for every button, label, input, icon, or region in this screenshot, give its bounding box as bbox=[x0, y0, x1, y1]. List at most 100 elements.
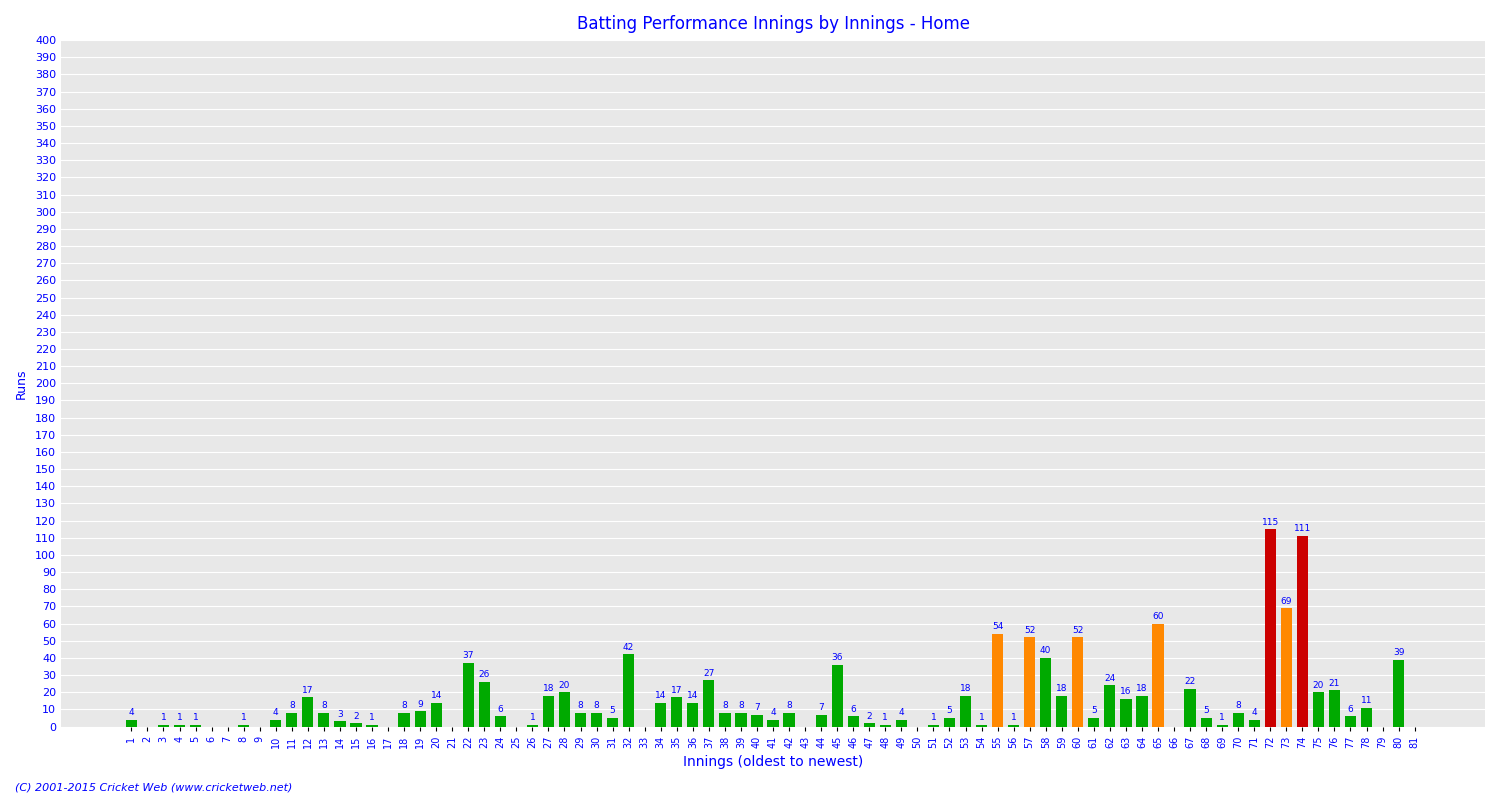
Text: 18: 18 bbox=[1136, 684, 1148, 693]
Bar bbox=[783, 713, 795, 726]
Text: 8: 8 bbox=[1236, 702, 1240, 710]
Text: 9: 9 bbox=[417, 699, 423, 709]
Text: 6: 6 bbox=[498, 705, 502, 714]
Text: 14: 14 bbox=[430, 691, 442, 700]
Bar bbox=[1346, 716, 1356, 726]
Bar bbox=[543, 696, 554, 726]
Text: 4: 4 bbox=[770, 708, 776, 717]
Text: 36: 36 bbox=[831, 653, 843, 662]
Bar bbox=[1281, 608, 1292, 726]
Bar bbox=[976, 725, 987, 726]
Text: 8: 8 bbox=[321, 702, 327, 710]
Text: 5: 5 bbox=[1090, 706, 1096, 715]
Bar bbox=[1072, 638, 1083, 726]
Text: 1: 1 bbox=[160, 714, 166, 722]
Text: 5: 5 bbox=[1203, 706, 1209, 715]
Text: 1: 1 bbox=[192, 714, 198, 722]
Bar bbox=[1248, 720, 1260, 726]
Text: 52: 52 bbox=[1024, 626, 1035, 634]
Text: 18: 18 bbox=[960, 684, 972, 693]
Bar bbox=[1056, 696, 1068, 726]
Text: 54: 54 bbox=[992, 622, 1004, 631]
Bar bbox=[1137, 696, 1148, 726]
Text: 8: 8 bbox=[594, 702, 600, 710]
Bar bbox=[478, 682, 490, 726]
Bar bbox=[1312, 692, 1324, 726]
Bar bbox=[608, 718, 618, 726]
Bar bbox=[302, 698, 313, 726]
Bar bbox=[1120, 699, 1131, 726]
Bar bbox=[879, 725, 891, 726]
Bar bbox=[864, 723, 874, 726]
Text: 17: 17 bbox=[302, 686, 313, 694]
Text: 8: 8 bbox=[738, 702, 744, 710]
Bar bbox=[687, 702, 699, 726]
Text: 2: 2 bbox=[352, 711, 358, 721]
Text: 24: 24 bbox=[1104, 674, 1116, 682]
Bar bbox=[1024, 638, 1035, 726]
Bar bbox=[1008, 725, 1020, 726]
X-axis label: Innings (oldest to newest): Innings (oldest to newest) bbox=[682, 755, 862, 769]
Bar bbox=[526, 725, 538, 726]
Text: 40: 40 bbox=[1040, 646, 1052, 655]
Text: 1: 1 bbox=[882, 714, 888, 722]
Text: 1: 1 bbox=[242, 714, 246, 722]
Text: 4: 4 bbox=[1251, 708, 1257, 717]
Bar bbox=[1040, 658, 1052, 726]
Text: 4: 4 bbox=[129, 708, 134, 717]
Bar bbox=[238, 725, 249, 726]
Text: 20: 20 bbox=[560, 681, 570, 690]
Y-axis label: Runs: Runs bbox=[15, 368, 28, 398]
Bar bbox=[847, 716, 859, 726]
Bar bbox=[1216, 725, 1228, 726]
Bar bbox=[720, 713, 730, 726]
Bar bbox=[286, 713, 297, 726]
Text: 18: 18 bbox=[543, 684, 554, 693]
Text: 7: 7 bbox=[819, 703, 824, 712]
Bar bbox=[896, 720, 908, 726]
Bar bbox=[704, 680, 714, 726]
Bar bbox=[351, 723, 361, 726]
Text: 1: 1 bbox=[978, 714, 984, 722]
Text: 4: 4 bbox=[273, 708, 279, 717]
Text: 8: 8 bbox=[578, 702, 584, 710]
Bar bbox=[430, 702, 442, 726]
Bar bbox=[560, 692, 570, 726]
Text: 20: 20 bbox=[1312, 681, 1324, 690]
Bar bbox=[334, 722, 345, 726]
Text: 37: 37 bbox=[462, 651, 474, 661]
Bar bbox=[574, 713, 586, 726]
Text: 8: 8 bbox=[400, 702, 406, 710]
Bar bbox=[414, 711, 426, 726]
Text: 4: 4 bbox=[898, 708, 904, 717]
Bar bbox=[270, 720, 282, 726]
Bar bbox=[622, 654, 634, 726]
Text: (C) 2001-2015 Cricket Web (www.cricketweb.net): (C) 2001-2015 Cricket Web (www.cricketwe… bbox=[15, 782, 292, 792]
Text: 6: 6 bbox=[850, 705, 856, 714]
Text: 1: 1 bbox=[1220, 714, 1226, 722]
Bar bbox=[1394, 660, 1404, 726]
Text: 22: 22 bbox=[1185, 678, 1196, 686]
Bar bbox=[1233, 713, 1244, 726]
Text: 1: 1 bbox=[369, 714, 375, 722]
Text: 6: 6 bbox=[1347, 705, 1353, 714]
Bar bbox=[1185, 689, 1196, 726]
Text: 52: 52 bbox=[1072, 626, 1083, 634]
Bar bbox=[399, 713, 410, 726]
Text: 5: 5 bbox=[946, 706, 952, 715]
Bar bbox=[1088, 718, 1100, 726]
Text: 115: 115 bbox=[1262, 518, 1280, 526]
Bar bbox=[960, 696, 970, 726]
Title: Batting Performance Innings by Innings - Home: Batting Performance Innings by Innings -… bbox=[576, 15, 969, 33]
Text: 111: 111 bbox=[1294, 525, 1311, 534]
Text: 3: 3 bbox=[338, 710, 344, 719]
Bar bbox=[1200, 718, 1212, 726]
Bar bbox=[1152, 623, 1164, 726]
Bar bbox=[944, 718, 956, 726]
Text: 18: 18 bbox=[1056, 684, 1068, 693]
Text: 27: 27 bbox=[704, 669, 714, 678]
Text: 21: 21 bbox=[1329, 679, 1340, 688]
Bar bbox=[126, 720, 136, 726]
Bar bbox=[831, 665, 843, 726]
Text: 8: 8 bbox=[786, 702, 792, 710]
